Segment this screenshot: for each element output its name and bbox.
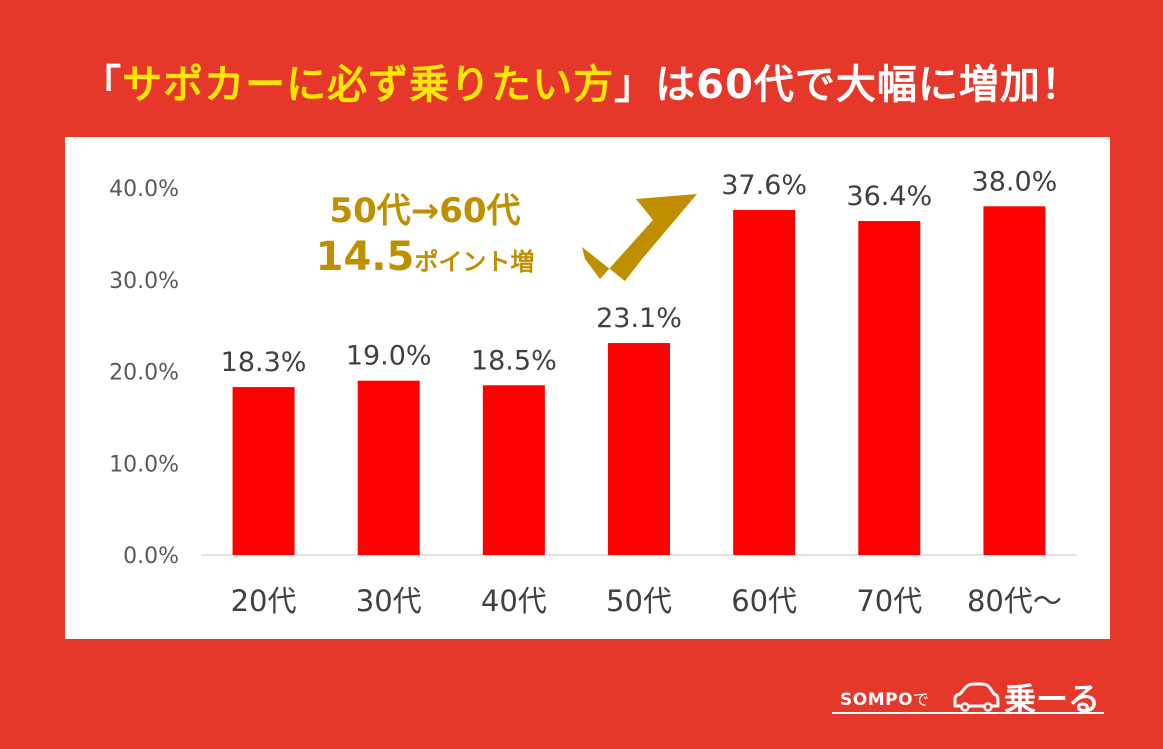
x-tick-label: 50代 — [606, 584, 672, 618]
logo-underline — [832, 712, 1104, 714]
bar — [858, 221, 921, 555]
logo-brand-name: SOMPO — [840, 690, 914, 710]
bar — [733, 210, 796, 555]
increase-arrow-icon — [582, 194, 697, 281]
callout-line2: 14.5ポイント増 — [275, 233, 575, 286]
callout-line1: 50代→60代 — [329, 191, 521, 231]
chart-panel: 0.0% 10.0% 20.0% 30.0% 40.0% 18.3% 20代 19.0% 30代… — [65, 137, 1110, 639]
title-bracket-open: 「 — [81, 62, 123, 108]
data-label: 18.3% — [221, 347, 307, 378]
data-label: 23.1% — [596, 303, 682, 334]
x-tick-label: 70代 — [856, 584, 922, 618]
bar-chart: 0.0% 10.0% 20.0% 30.0% 40.0% 18.3% 20代 19.0% 30代… — [109, 166, 1077, 618]
x-tick-label: 20代 — [231, 584, 297, 618]
sompo-noru-logo: SOMPOで 乗ーる — [832, 680, 1104, 718]
bar — [608, 343, 670, 555]
y-tick-label: 20.0% — [109, 361, 179, 386]
logo-service: 乗ーる — [1004, 680, 1101, 718]
data-label: 19.0% — [346, 341, 432, 372]
title-highlight: サポカーに必ず乗りたい方 — [122, 62, 615, 108]
increase-callout: 50代→60代 14.5ポイント増 — [275, 189, 575, 286]
data-label: 37.6% — [721, 170, 807, 201]
callout-unit: ポイント増 — [414, 248, 535, 276]
x-tick-label: 40代 — [481, 584, 547, 618]
data-label: 36.4% — [846, 181, 932, 212]
y-tick-label: 10.0% — [109, 452, 179, 477]
y-tick-label: 0.0% — [123, 544, 179, 569]
callout-number: 14.5 — [315, 234, 415, 280]
y-tick-label: 40.0% — [109, 177, 179, 202]
data-label: 18.5% — [471, 345, 557, 376]
x-tick-label: 80代～ — [967, 584, 1062, 618]
data-label: 38.0% — [972, 166, 1058, 197]
y-tick-label: 30.0% — [109, 269, 179, 294]
title-rest: は60代で大幅に増加！ — [655, 62, 1082, 108]
car-icon — [953, 682, 1000, 712]
bar — [232, 387, 295, 555]
page-title: 「サポカーに必ず乗りたい方」は60代で大幅に増加！ — [0, 52, 1163, 110]
title-bracket-close: 」 — [614, 62, 656, 108]
bar — [357, 380, 420, 555]
logo-brand: SOMPOで — [840, 686, 930, 710]
bar — [983, 206, 1046, 555]
x-tick-label: 30代 — [356, 584, 422, 618]
bar — [482, 385, 545, 555]
logo-particle: で — [913, 690, 930, 709]
x-tick-label: 60代 — [731, 584, 797, 618]
